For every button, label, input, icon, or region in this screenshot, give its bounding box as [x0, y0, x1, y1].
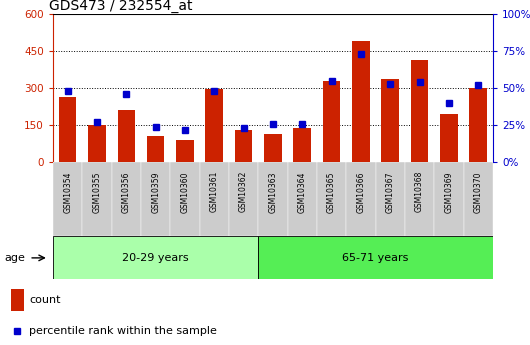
- Bar: [141, 162, 170, 236]
- Text: GSM10365: GSM10365: [327, 171, 336, 213]
- Bar: [440, 114, 458, 162]
- Bar: [294, 128, 311, 162]
- Text: GSM10362: GSM10362: [239, 171, 248, 213]
- Bar: [323, 81, 340, 162]
- Bar: [434, 162, 464, 236]
- Bar: [382, 79, 399, 162]
- Text: GSM10370: GSM10370: [474, 171, 483, 213]
- Bar: [170, 162, 200, 236]
- Text: GDS473 / 232554_at: GDS473 / 232554_at: [49, 0, 192, 13]
- Text: GSM10368: GSM10368: [415, 171, 424, 213]
- Bar: [88, 125, 106, 162]
- Text: GSM10359: GSM10359: [151, 171, 160, 213]
- Bar: [264, 134, 282, 162]
- Bar: [147, 136, 164, 162]
- Bar: [11, 289, 24, 311]
- Bar: [82, 162, 112, 236]
- Bar: [405, 162, 434, 236]
- Bar: [118, 110, 135, 162]
- Bar: [112, 162, 141, 236]
- Text: GSM10355: GSM10355: [93, 171, 101, 213]
- Bar: [200, 162, 229, 236]
- Bar: [346, 162, 376, 236]
- Bar: [53, 162, 82, 236]
- Text: 20-29 years: 20-29 years: [122, 253, 189, 263]
- Bar: [53, 236, 258, 279]
- Bar: [206, 89, 223, 162]
- Bar: [376, 162, 405, 236]
- Text: GSM10363: GSM10363: [269, 171, 277, 213]
- Text: GSM10369: GSM10369: [445, 171, 453, 213]
- Text: count: count: [29, 295, 60, 305]
- Bar: [235, 130, 252, 162]
- Bar: [258, 162, 288, 236]
- Text: percentile rank within the sample: percentile rank within the sample: [29, 326, 217, 336]
- Text: GSM10367: GSM10367: [386, 171, 395, 213]
- Bar: [352, 41, 370, 162]
- Bar: [317, 162, 346, 236]
- Bar: [411, 60, 428, 162]
- Bar: [470, 88, 487, 162]
- Text: GSM10366: GSM10366: [357, 171, 365, 213]
- Text: GSM10364: GSM10364: [298, 171, 307, 213]
- Bar: [288, 162, 317, 236]
- Bar: [59, 97, 76, 162]
- Text: GSM10360: GSM10360: [181, 171, 189, 213]
- Bar: [464, 162, 493, 236]
- Text: GSM10354: GSM10354: [63, 171, 72, 213]
- Bar: [258, 236, 493, 279]
- Bar: [229, 162, 258, 236]
- Text: age: age: [4, 253, 25, 263]
- Text: GSM10356: GSM10356: [122, 171, 131, 213]
- Text: GSM10361: GSM10361: [210, 171, 219, 213]
- Bar: [176, 140, 194, 162]
- Text: 65-71 years: 65-71 years: [342, 253, 409, 263]
